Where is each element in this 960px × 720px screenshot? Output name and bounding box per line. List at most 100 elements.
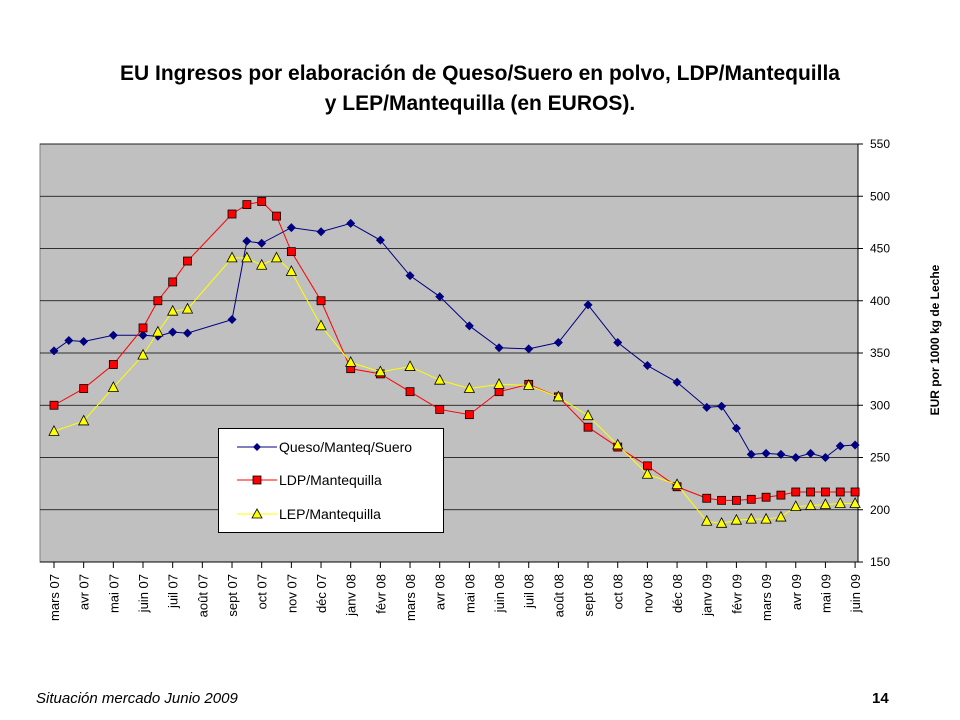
legend-marker-triangle [237,508,277,519]
data-point-series-3 [78,414,90,426]
data-point-series-3 [241,251,253,263]
data-point-series-1 [642,361,652,371]
x-tick-label: mars 07 [47,574,62,621]
data-point-series-2 [49,400,59,410]
data-point-series-3 [270,251,283,263]
x-tick-label: août 08 [551,574,566,617]
data-point-series-1 [806,448,816,458]
data-point-series-3 [285,265,298,276]
x-tick-label: déc 07 [314,574,329,613]
x-tick-label: nov 08 [640,574,655,613]
data-point-series-1 [346,218,356,228]
data-point-series-3 [315,319,327,331]
data-point-series-2 [494,387,504,397]
data-point-series-1 [494,343,504,353]
y-tick-label: 200 [870,503,890,517]
data-point-series-1 [79,337,89,347]
data-point-series-2 [717,495,726,505]
data-point-series-2 [183,256,192,266]
y-tick-label: 450 [870,242,890,256]
data-point-series-3 [552,390,565,402]
legend-label-series-3: LEP/Mantequilla [279,506,381,522]
x-tick-label: sept 07 [225,574,240,617]
data-point-series-3 [745,512,757,524]
legend-marker-diamond [237,443,277,451]
legend-item-series-2: LDP/Mantequilla [219,470,443,490]
data-point-series-2 [153,296,163,306]
x-tick-label: févr 08 [373,574,388,614]
x-tick-label: août 07 [195,574,210,617]
x-tick-label: oct 08 [611,574,626,609]
data-point-series-2 [242,200,252,210]
legend-item-series-3: LEP/Mantequilla [219,504,443,524]
data-point-series-2 [464,410,474,420]
data-point-series-3 [819,498,832,509]
data-point-series-3 [434,373,446,385]
x-tick-label: mai 09 [818,574,833,613]
data-point-series-3 [715,516,728,528]
x-tick-label: mai 07 [106,574,121,613]
x-tick-label: avr 09 [789,574,804,610]
x-tick-label: sept 08 [581,574,596,617]
data-point-series-2 [286,247,296,257]
data-point-series-1 [435,292,445,302]
data-point-series-1 [613,338,623,348]
data-point-series-1 [672,377,682,387]
data-point-series-1 [583,300,593,310]
data-point-series-1 [717,401,727,411]
x-tick-label: oct 07 [255,574,270,609]
y-tick-label: 400 [870,294,890,308]
data-point-series-3 [226,251,238,263]
data-point-series-1 [108,330,118,340]
data-point-series-2 [108,360,118,369]
data-point-series-3 [167,304,179,316]
data-point-series-2 [850,487,860,497]
legend-label-series-2: LDP/Mantequilla [279,472,382,488]
data-point-series-3 [345,356,357,367]
y-tick-label: 500 [870,189,890,203]
x-tick-label: mai 08 [462,574,477,613]
data-point-series-1 [257,238,267,248]
data-point-series-2 [138,323,148,333]
data-point-series-3 [463,382,476,393]
data-point-series-1 [138,330,148,340]
x-tick-label: mars 09 [759,574,774,621]
data-point-series-1 [405,271,415,281]
data-point-series-1 [64,335,74,345]
data-point-series-1 [286,223,296,233]
data-point-series-1 [850,440,860,450]
data-point-series-1 [746,449,756,459]
data-point-series-3 [523,379,535,390]
page-number: 14 [872,690,889,707]
data-point-series-1 [553,338,563,348]
x-tick-label: juin 08 [492,574,507,613]
data-point-series-2 [806,487,815,497]
data-point-series-1 [168,327,178,337]
data-point-series-3 [671,478,683,490]
data-point-series-1 [820,453,830,462]
data-point-series-3 [760,512,772,524]
y-tick-label: 150 [870,555,890,569]
data-point-series-3 [790,500,802,512]
data-point-series-3 [730,513,743,525]
data-point-series-2 [79,384,89,393]
data-point-series-2 [732,495,741,505]
data-point-series-3 [404,360,416,371]
data-point-series-2 [761,492,771,502]
data-point-series-1 [464,321,474,331]
legend-marker-square [237,475,277,485]
data-point-series-2 [272,211,281,221]
data-point-series-2 [776,490,786,500]
x-tick-label: janv 09 [700,574,715,617]
data-point-series-1 [316,227,326,237]
data-point-series-3 [256,258,268,270]
x-tick-label: juil 08 [522,574,537,609]
chart-legend: Queso/Manteq/Suero LDP/Mantequilla LEP/M… [218,428,444,533]
x-tick-label: juin 09 [848,574,863,613]
data-point-series-1 [791,453,801,462]
data-point-series-3 [493,377,505,389]
data-point-series-3 [834,497,846,508]
data-point-series-1 [375,235,385,245]
data-point-series-2 [405,387,415,397]
